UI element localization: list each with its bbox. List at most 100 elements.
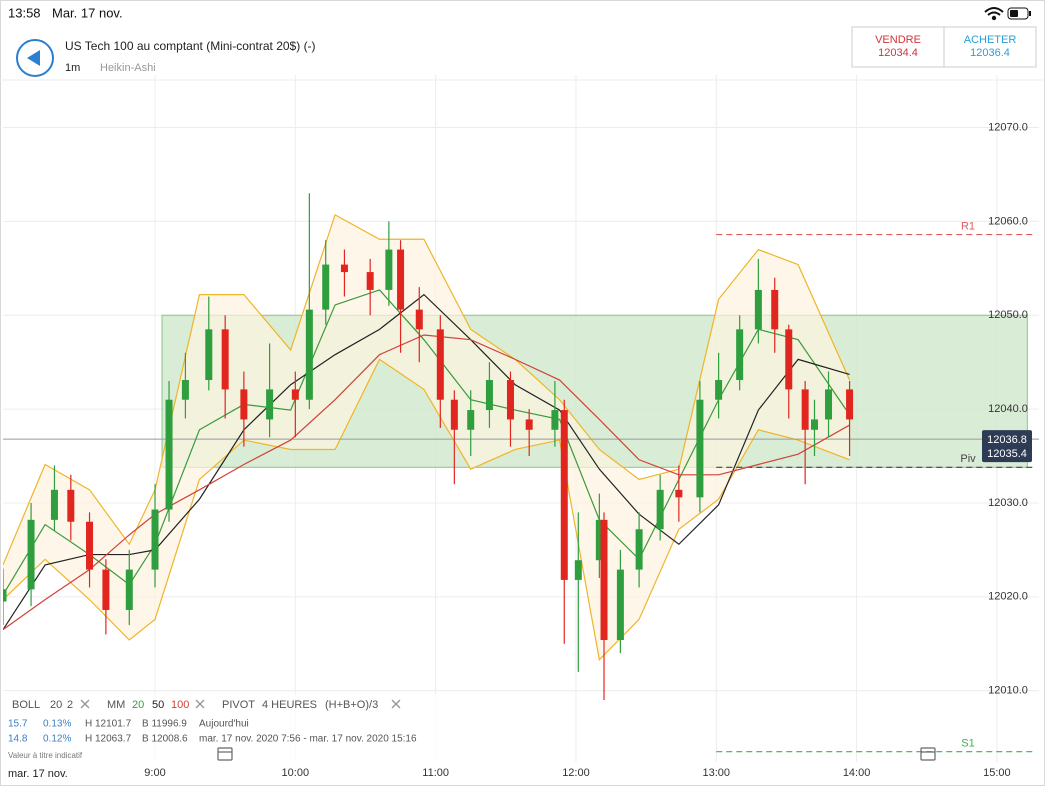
candle-body <box>506 380 514 420</box>
calendar-icon-body <box>217 747 233 761</box>
interval[interactable]: 1m <box>65 62 80 74</box>
pivot-level-label: Piv <box>960 453 976 465</box>
pivot-level-label: R1 <box>961 220 975 232</box>
legend-mm-period: 20 <box>132 699 144 711</box>
plot <box>3 75 1039 762</box>
candle-body <box>221 329 229 390</box>
candle-body <box>715 380 723 400</box>
last-price-box <box>982 430 1032 463</box>
buy-button[interactable]: ACHETER 12036.4 <box>964 34 1017 59</box>
candle-body <box>825 389 833 420</box>
candle-body <box>696 399 704 498</box>
calendar-icon-body <box>920 747 936 761</box>
remove-icon[interactable] <box>80 699 90 709</box>
quote-box <box>851 26 1037 68</box>
calendar-icon[interactable] <box>217 747 233 761</box>
last-price-label: 12035.4 <box>987 448 1027 460</box>
candle-body <box>305 309 313 400</box>
candle-body <box>635 529 643 570</box>
y-tick-label: 12020.0 <box>988 591 1028 603</box>
legend-boll-deviation: 2 <box>67 699 73 711</box>
candle-body <box>151 509 159 570</box>
legend-boll: BOLL <box>12 699 40 711</box>
x-tick-label: 14:00 <box>843 767 871 779</box>
candle-body <box>291 389 299 400</box>
candle-body <box>205 329 213 381</box>
candle-body <box>397 249 405 310</box>
candle-body <box>50 489 58 520</box>
remove-icon-stroke <box>391 699 401 709</box>
status-date: Mar. 17 nov. <box>52 5 123 20</box>
stats-cell: mar. 17 nov. 2020 7:56 - mar. 17 nov. 20… <box>199 734 417 745</box>
candle-body <box>27 519 35 590</box>
chart-style[interactable]: Heikin-Ashi <box>100 62 156 74</box>
bollinger-lower <box>3 358 850 661</box>
candle-body <box>574 560 582 580</box>
candle-body <box>266 389 274 420</box>
x-tick-label: 9:00 <box>144 767 165 779</box>
stats-cell: B 11996.9 <box>142 719 187 730</box>
back-button[interactable] <box>16 39 54 77</box>
legend-boll-period: 20 <box>50 699 62 711</box>
x-tick-label: 15:00 <box>983 767 1011 779</box>
candle-body <box>846 389 854 420</box>
candle-body <box>436 329 444 400</box>
remove-icon-stroke <box>80 699 90 709</box>
sell-label[interactable]: VENDRE <box>875 34 921 46</box>
y-tick-label: 12070.0 <box>988 121 1028 133</box>
candle-body <box>86 521 94 570</box>
legend-mm-period: 100 <box>171 699 189 711</box>
buy-price[interactable]: 12036.4 <box>970 47 1010 59</box>
candle-body <box>736 329 744 381</box>
candle-body <box>595 519 603 561</box>
bollinger-upper <box>3 213 851 566</box>
date-label: mar. 17 nov. <box>8 768 68 780</box>
candle-body <box>675 489 683 498</box>
stats-cell: 14.8 <box>8 734 28 745</box>
candle-body <box>240 389 248 420</box>
wifi-icon <box>984 7 1004 21</box>
legend-mm: MM <box>107 699 125 711</box>
stats-cell: 15.7 <box>8 719 28 730</box>
stats-cell: H 12101.7 <box>85 719 132 730</box>
buy-label[interactable]: ACHETER <box>964 34 1017 46</box>
stats-cell: 0.13% <box>43 719 71 730</box>
overlay: 12010.0 12020.0 12030.0 12040.0 12050.0 12060… <box>1 121 1032 780</box>
candle-body <box>340 264 348 273</box>
battery-icon <box>1007 7 1031 20</box>
remove-icon[interactable] <box>195 699 205 709</box>
candle-body <box>3 589 7 602</box>
y-tick-label: 12010.0 <box>988 685 1028 697</box>
remove-icon[interactable] <box>391 699 401 709</box>
remove-icon-stroke <box>195 699 205 709</box>
candle-body <box>102 569 110 610</box>
candle-body <box>525 419 533 430</box>
moving-average <box>3 289 851 596</box>
stats-cell: H 12063.7 <box>85 734 132 745</box>
status-time: 13:58 <box>8 5 41 20</box>
candle-body <box>165 399 173 510</box>
candle-body <box>385 249 393 290</box>
candle-body <box>415 309 423 330</box>
candle-body <box>656 489 664 530</box>
candle-body <box>181 380 189 400</box>
moving-average <box>3 293 850 630</box>
x-tick-label: 12:00 <box>562 767 590 779</box>
candle-body <box>754 289 762 330</box>
x-tick-label: 10:00 <box>282 767 310 779</box>
sell-price[interactable]: 12034.4 <box>878 47 918 59</box>
candle-body <box>450 399 458 430</box>
pivot-level-label: S1 <box>961 738 974 750</box>
sell-button[interactable]: VENDRE 12034.4 <box>875 34 921 59</box>
instrument-title: US Tech 100 au comptant (Mini-contrat 20… <box>65 39 316 53</box>
x-tick-label: 11:00 <box>422 767 449 779</box>
calendar-icon[interactable] <box>920 747 936 761</box>
last-price-label: 12036.8 <box>987 434 1027 446</box>
stats-cell: Aujourd'hui <box>199 719 249 730</box>
y-tick-label: 12040.0 <box>988 403 1028 415</box>
candle-body <box>801 389 809 430</box>
candle-body <box>467 410 475 430</box>
